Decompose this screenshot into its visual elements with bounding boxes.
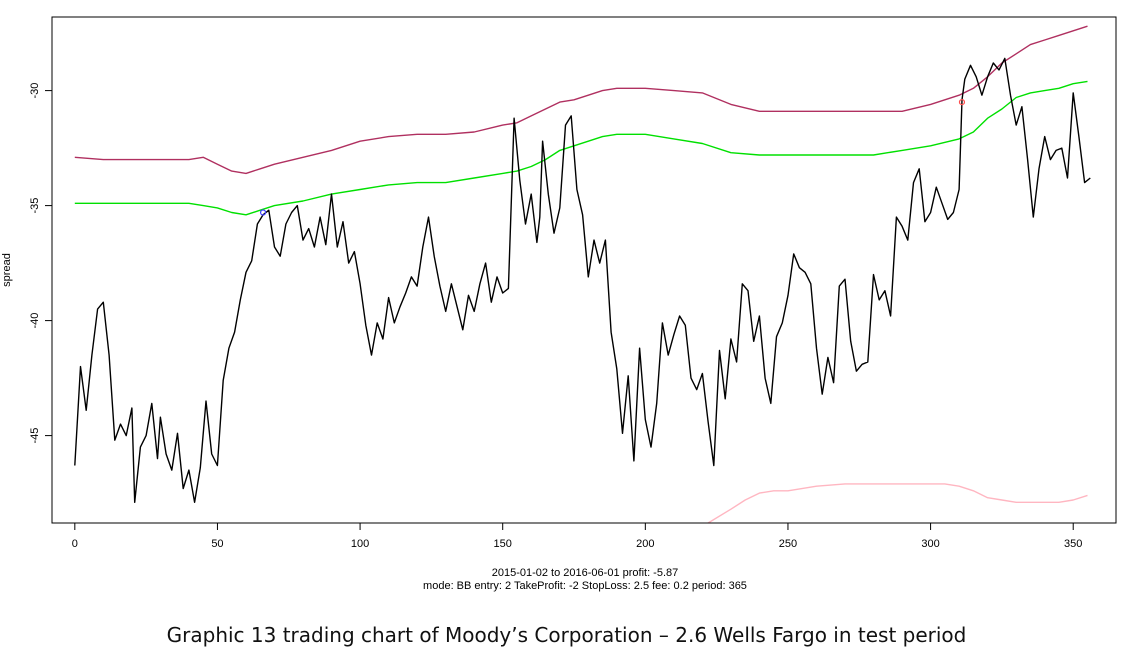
x-tick-label: 200 [636,538,654,550]
entry-marker-0 [958,98,966,106]
x-axis: 0 50 100 150 200 250 300 350 [72,522,1082,550]
x-tick-label: 0 [72,538,78,550]
series-line-spread [74,57,1091,503]
figure-caption: Graphic 13 trading chart of Moody’s Corp… [166,623,967,647]
x-tick-label: 250 [779,538,797,550]
x-tick-label: 150 [494,538,512,550]
band-lines [74,25,1088,524]
entry-markers [259,98,966,216]
y-axis-label: spread [1,253,13,287]
series-line-lower-band [707,483,1088,524]
y-tick-label: -35 [29,198,41,214]
series-line-upper-band [74,25,1088,175]
series-line-middle-band [74,80,1088,216]
entry-marker-1 [259,209,267,216]
x-tick-label: 350 [1064,538,1082,550]
x-axis-label-line2: mode: BB entry: 2 TakeProfit: -2 StopLos… [423,580,747,592]
y-tick-label: -45 [29,428,41,444]
x-axis-label-line1: 2015-01-02 to 2016-06-01 profit: -5.87 [492,567,679,579]
x-tick-label: 100 [351,538,369,550]
x-tick-label: 50 [211,538,223,550]
x-tick-label: 300 [921,538,939,550]
spread-series [74,57,1091,503]
y-axis: -45 -40 -35 -30 [29,83,53,444]
y-tick-label: -40 [29,313,41,329]
y-tick-label: -30 [29,83,41,99]
